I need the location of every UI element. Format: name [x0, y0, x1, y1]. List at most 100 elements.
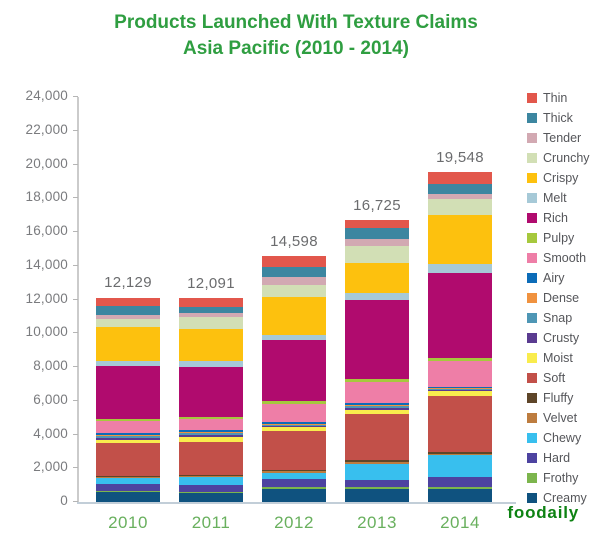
legend-item-melt: Melt [527, 188, 590, 208]
legend-swatch-soft [527, 373, 537, 383]
bar-segment-crispy [96, 327, 160, 362]
bar-segment-soft [96, 443, 160, 476]
legend-swatch-dense [527, 293, 537, 303]
legend-item-rich: Rich [527, 208, 590, 228]
bar-segment-frothy [345, 487, 409, 489]
bar-segment-moist [428, 390, 492, 396]
legend-swatch-chewy [527, 433, 537, 443]
legend-item-snap: Snap [527, 308, 590, 328]
legend-label: Hard [543, 451, 571, 465]
bar-segment-thick [262, 267, 326, 278]
legend-label: Thick [543, 111, 573, 125]
y-axis-tick [73, 366, 78, 367]
x-axis-label-2013: 2013 [357, 513, 397, 532]
bar-segment-crunchy [179, 316, 243, 329]
bar-segment-crispy [262, 296, 326, 335]
legend-label: Soft [543, 371, 566, 385]
bar-segment-snap [345, 405, 409, 408]
bar-segment-airy [262, 422, 326, 424]
bar-segment-dense [345, 404, 409, 406]
bar-total-label: 16,725 [353, 196, 401, 214]
bar-segment-rich [179, 367, 243, 418]
bar-segment-pulpy [428, 357, 492, 362]
bar-segment-tender [345, 238, 409, 247]
bar-segment-creamy [428, 488, 492, 502]
bar-segment-dense [179, 431, 243, 433]
legend-item-dense: Dense [527, 288, 590, 308]
y-axis-tick [73, 163, 78, 165]
bar-segment-rich [345, 299, 409, 380]
legend-item-crispy: Crispy [527, 168, 590, 188]
bar-segment-melt [179, 361, 243, 368]
bar-segment-crusty [179, 434, 243, 437]
bar-total-label: 19,548 [436, 149, 484, 167]
legend-swatch-crispy [527, 173, 537, 183]
y-axis-tick [73, 332, 78, 334]
bar-segment-moist [96, 440, 160, 444]
bar-segment-velvet [345, 461, 409, 464]
bar-segment-crunchy [96, 318, 160, 328]
bar-segment-velvet [262, 471, 326, 473]
bar-segment-tender [179, 313, 243, 317]
bar-segment-dense [262, 423, 326, 425]
bar-segment-frothy [96, 491, 160, 493]
bar-segment-thin [262, 255, 326, 268]
y-axis-tick [73, 129, 78, 131]
legend-label: Melt [543, 191, 567, 205]
bar-segment-pulpy [345, 379, 409, 382]
legend-swatch-frothy [527, 473, 537, 483]
bar-segment-soft [262, 430, 326, 470]
legend-item-fluffy: Fluffy [527, 388, 590, 408]
legend-swatch-crusty [527, 333, 537, 343]
y-axis-tick [73, 501, 78, 502]
bar-segment-dense [96, 435, 160, 437]
x-axis-label-2011: 2011 [191, 513, 231, 532]
legend-swatch-hard [527, 453, 537, 463]
legend-swatch-rich [527, 213, 537, 223]
bar-segment-crusty [96, 438, 160, 441]
bar-segment-velvet [96, 476, 160, 479]
legend-label: Fluffy [543, 391, 574, 405]
legend-swatch-fluffy [527, 393, 537, 403]
bar-segment-crunchy [345, 246, 409, 263]
y-axis-tick [73, 467, 78, 469]
bar-segment-chewy [262, 472, 326, 480]
bar-segment-tender [262, 277, 326, 285]
bar-segment-crispy [428, 214, 492, 265]
bar-segment-thin [345, 219, 409, 229]
bar-segment-pulpy [96, 419, 160, 422]
legend-label: Creamy [543, 491, 587, 505]
bar-segment-creamy [96, 492, 160, 502]
bar-segment-chewy [179, 477, 243, 485]
y-axis-tick [73, 197, 78, 199]
legend-label: Airy [543, 271, 565, 285]
bar-segment-hard [345, 480, 409, 488]
legend-label: Crispy [543, 171, 579, 185]
bar-segment-fluffy [96, 475, 160, 477]
legend-label: Thin [543, 91, 568, 105]
legend-label: Crusty [543, 331, 580, 345]
legend-item-pulpy: Pulpy [527, 228, 590, 248]
bar-total-label: 12,091 [187, 274, 235, 292]
bar-segment-thick [179, 307, 243, 314]
y-axis-tick-label: 6,000 [33, 391, 68, 407]
y-axis-tick [73, 231, 78, 232]
legend-item-crusty: Crusty [527, 328, 590, 348]
legend-item-creamy: Creamy [527, 488, 590, 508]
bar-segment-tender [96, 314, 160, 319]
bar-segment-soft [179, 441, 243, 475]
bar-segment-thick [428, 183, 492, 195]
legend-label: Crunchy [543, 151, 590, 165]
chart-legend: Thin Thick Tender Crunchy Crispy Melt Rich Pulp… [527, 88, 590, 508]
bar-segment-velvet [428, 453, 492, 456]
bar-segment-crusty [262, 425, 326, 427]
legend-item-frothy: Frothy [527, 468, 590, 488]
x-axis-line [77, 502, 516, 504]
bar-segment-crunchy [262, 284, 326, 297]
y-axis-tick [73, 399, 78, 401]
bar-segment-pulpy [179, 417, 243, 420]
bar-segment-hard [428, 476, 492, 487]
bar-segment-tender [428, 194, 492, 199]
bar-segment-moist [179, 436, 243, 442]
bar-2010 [96, 297, 160, 502]
